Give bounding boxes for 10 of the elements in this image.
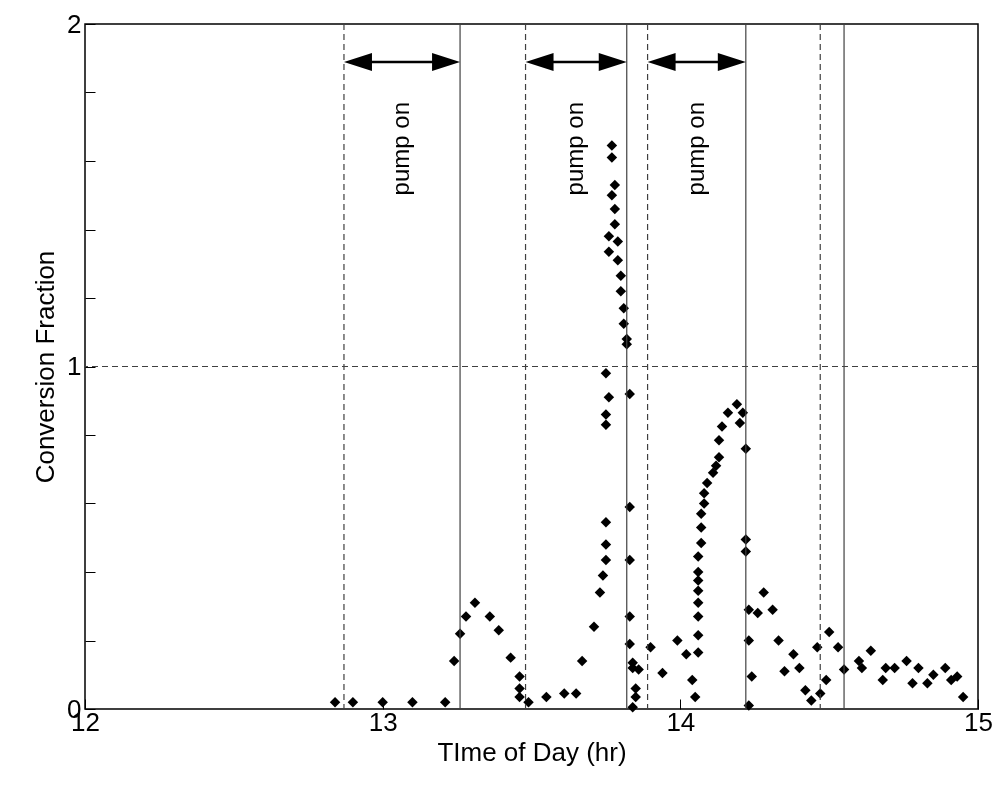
y-tick-label: 2 [67,8,82,39]
y-axis-title: Conversion Fraction [30,250,61,484]
x-tick-label: 15 [964,706,993,737]
x-tick-label: 14 [666,706,696,737]
x-tick-label: 13 [368,706,398,737]
annotation: pump on [681,102,709,196]
x-axis-title: TIme of Day (hr) [437,736,627,767]
annotation: pump on [561,102,589,196]
y-tick-label: 1 [67,351,82,381]
annotation: pump on [387,102,415,196]
